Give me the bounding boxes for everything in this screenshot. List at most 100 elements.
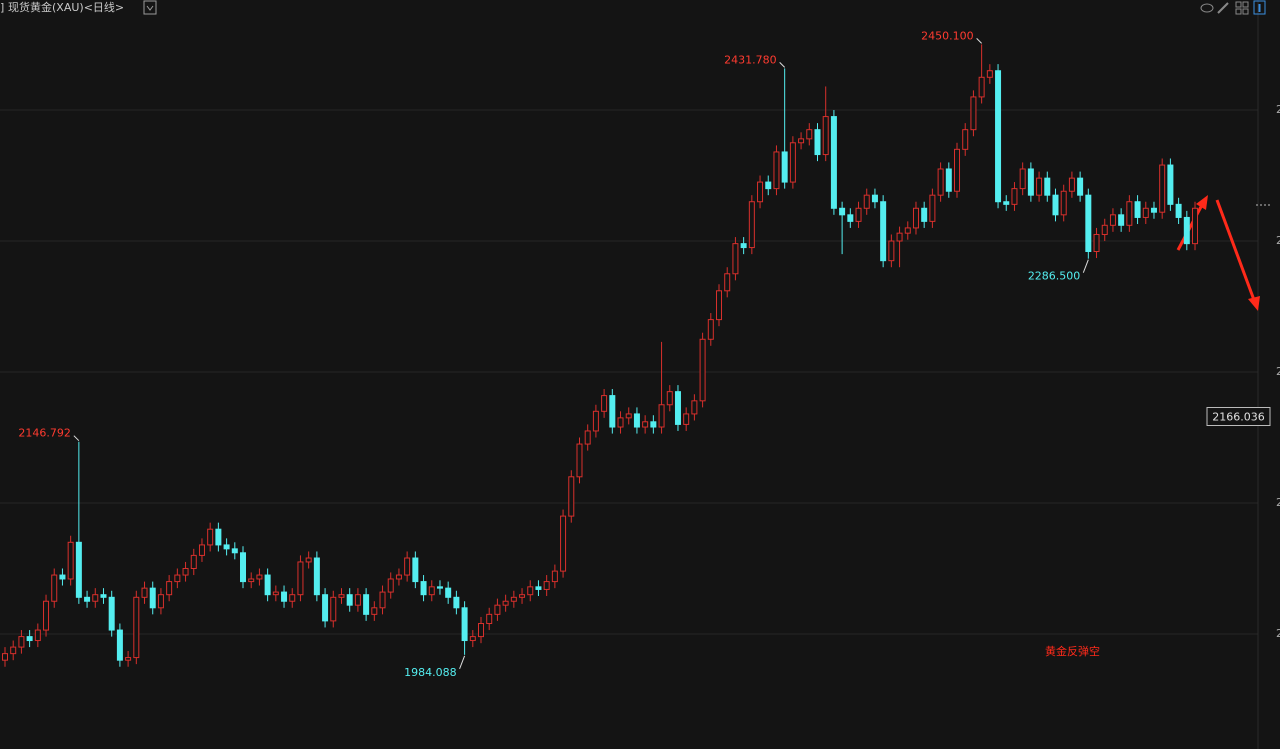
candle-body bbox=[601, 395, 608, 412]
candle-body bbox=[871, 194, 878, 203]
candle-body bbox=[363, 594, 370, 615]
annotation-label: 2431.780 bbox=[724, 53, 777, 66]
candle-body bbox=[707, 319, 714, 340]
candle-body bbox=[404, 557, 411, 576]
candle-body bbox=[166, 581, 173, 596]
candle-body bbox=[929, 194, 936, 222]
candle-body bbox=[1052, 194, 1059, 216]
candle-body bbox=[436, 586, 443, 589]
candle-body bbox=[51, 574, 58, 602]
candle-body bbox=[1134, 201, 1141, 218]
candle-body bbox=[190, 554, 197, 569]
candle-body bbox=[346, 594, 353, 606]
candle-body bbox=[765, 181, 772, 190]
candle-body bbox=[379, 591, 386, 609]
candle-body bbox=[395, 574, 402, 580]
candle-body bbox=[732, 243, 739, 275]
y-tick-label: 2400 bbox=[1276, 103, 1280, 116]
candle-body bbox=[921, 207, 928, 222]
candle-body bbox=[954, 148, 961, 192]
candle-body bbox=[116, 629, 123, 661]
dropdown-icon bbox=[146, 5, 154, 11]
candle-body bbox=[806, 129, 813, 140]
candle-body bbox=[937, 168, 944, 196]
annotation-pointer bbox=[1082, 259, 1089, 273]
candle-body bbox=[10, 646, 17, 655]
note: 黄金反弹空 bbox=[1045, 644, 1100, 658]
eye-icon[interactable] bbox=[1200, 3, 1214, 13]
candle-body bbox=[757, 181, 764, 203]
candle-body bbox=[855, 207, 862, 222]
candle-body bbox=[888, 240, 895, 262]
candle-body bbox=[847, 214, 854, 222]
candle-body bbox=[716, 290, 723, 321]
candle-body bbox=[387, 578, 394, 593]
candle-body bbox=[18, 636, 25, 648]
candle-body bbox=[174, 574, 181, 583]
candle-body bbox=[461, 607, 468, 642]
candle-body bbox=[84, 596, 91, 602]
candle-body bbox=[560, 515, 567, 572]
candle-body bbox=[658, 404, 665, 428]
arrow-up bbox=[1176, 202, 1205, 251]
candle-body bbox=[896, 232, 903, 242]
toolbar bbox=[1200, 0, 1266, 15]
candle-body bbox=[748, 201, 755, 249]
candle-body bbox=[1085, 194, 1092, 253]
grid-icon[interactable] bbox=[1235, 1, 1242, 8]
price-marker-label: 2166.036 bbox=[1212, 411, 1265, 424]
annotation-label: 2146.792 bbox=[18, 427, 71, 440]
candle-body bbox=[412, 557, 419, 583]
annotation-pointer bbox=[779, 62, 786, 68]
arrow-down-head bbox=[1248, 296, 1260, 311]
candle-body bbox=[674, 391, 681, 425]
candle-body bbox=[157, 594, 164, 609]
y-tick-label: 2000 bbox=[1276, 627, 1280, 640]
candle-body bbox=[256, 574, 263, 580]
candle-body bbox=[904, 227, 911, 234]
info-icon[interactable] bbox=[1253, 0, 1266, 15]
candle-body bbox=[880, 201, 887, 262]
candle-body bbox=[445, 587, 452, 598]
candle-body bbox=[1060, 190, 1067, 216]
annotation-label: 2286.500 bbox=[1028, 270, 1081, 283]
annotation-pointer bbox=[976, 38, 982, 44]
candle-body bbox=[133, 596, 140, 659]
candle-body bbox=[1159, 164, 1166, 213]
pen-icon[interactable] bbox=[1217, 2, 1229, 14]
dropdown-button[interactable] bbox=[143, 0, 157, 15]
candle-body bbox=[264, 574, 271, 596]
candle-body bbox=[1142, 207, 1149, 218]
candle-body bbox=[543, 581, 550, 590]
candle-body bbox=[789, 142, 796, 183]
candle-body bbox=[740, 243, 747, 249]
candle-body bbox=[1101, 224, 1108, 235]
candle-body bbox=[1019, 168, 1026, 190]
candle-body bbox=[67, 541, 74, 580]
candle-body bbox=[100, 594, 107, 598]
candle-body bbox=[453, 596, 460, 609]
candle-body bbox=[1011, 188, 1018, 205]
candle-body bbox=[1093, 233, 1100, 253]
candle-body bbox=[149, 587, 156, 609]
y-tick-label: 2100 bbox=[1276, 496, 1280, 509]
candle-body bbox=[108, 596, 115, 631]
y-tick-label: 2300 bbox=[1276, 234, 1280, 247]
candle-body bbox=[215, 528, 222, 546]
candle-body bbox=[223, 544, 230, 550]
candle-body bbox=[1167, 164, 1174, 205]
y-tick-label: 2200 bbox=[1276, 365, 1280, 378]
candle-body bbox=[1027, 168, 1034, 196]
candle-body bbox=[1192, 207, 1199, 245]
candle-body bbox=[798, 138, 805, 144]
candle-body bbox=[92, 594, 99, 602]
candle-body bbox=[650, 421, 657, 428]
candle-body bbox=[1109, 214, 1116, 226]
candle-body bbox=[34, 629, 41, 642]
candle-body bbox=[519, 594, 526, 598]
candle-body bbox=[420, 581, 427, 596]
candle-body bbox=[486, 613, 493, 625]
candle-body bbox=[625, 413, 632, 419]
